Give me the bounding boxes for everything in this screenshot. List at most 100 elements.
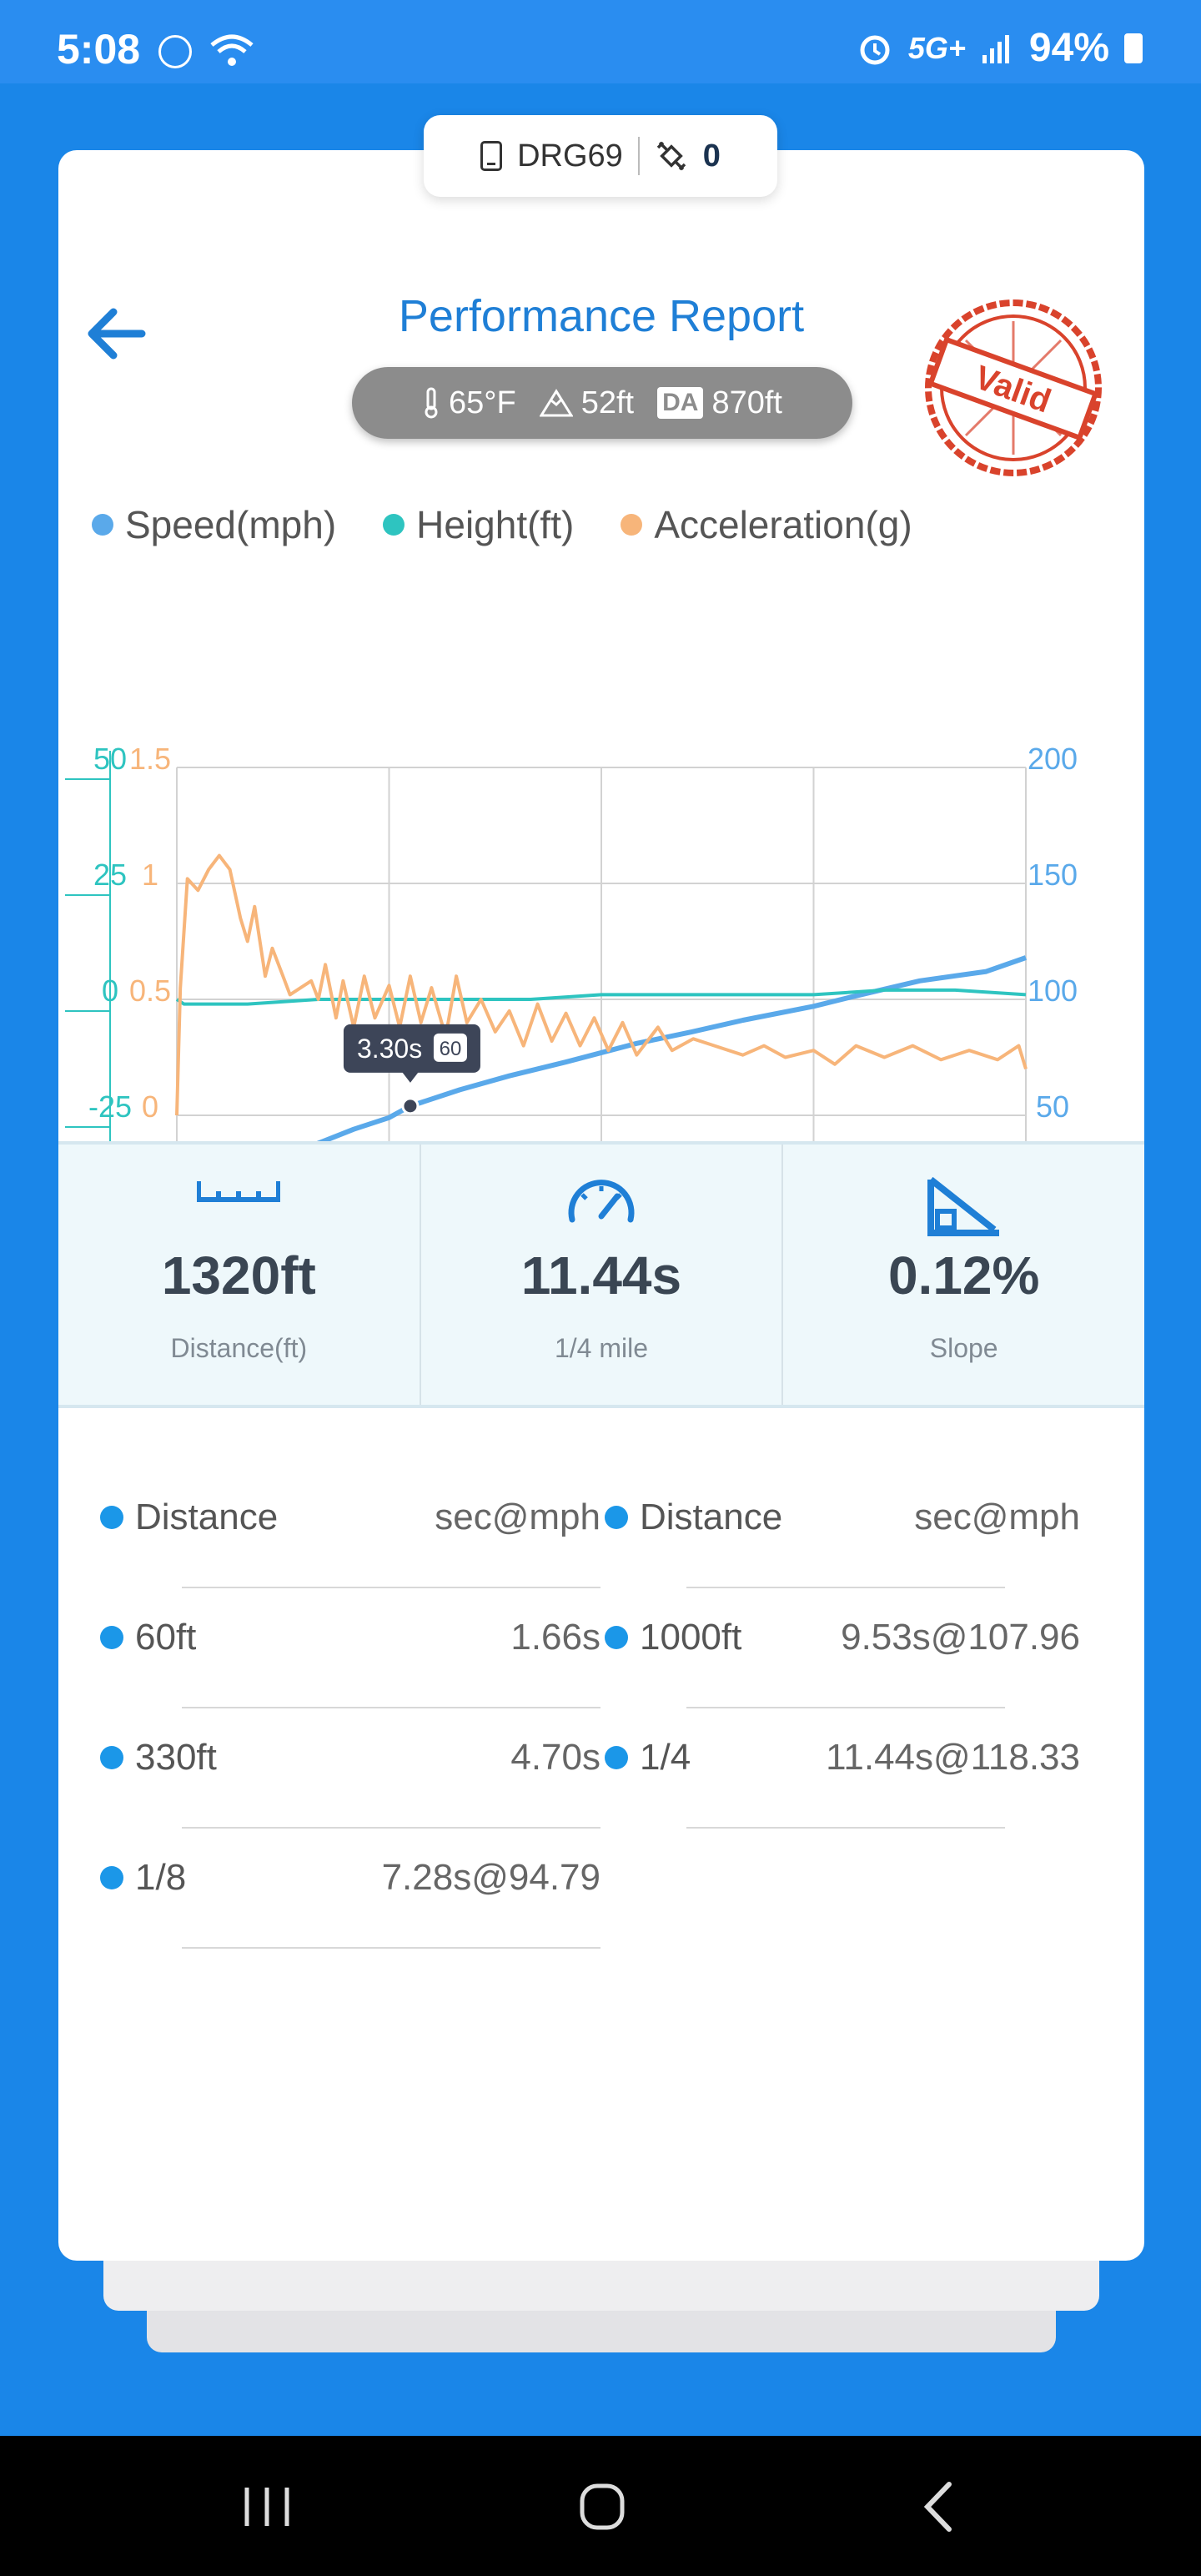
table-row: 1000ft 9.53s@107.96 (605, 1588, 1080, 1708)
tooltip-speed: 60 (440, 1038, 462, 1060)
splits-header-value: sec@mph (435, 1497, 600, 1537)
splits-header-label: Distance (100, 1497, 278, 1538)
splits-column-left: Distance sec@mph 60ft 1.66s 330ft 4.70s … (100, 1468, 600, 1949)
tooltip-time: 3.30s (357, 1034, 422, 1064)
alarm-icon (860, 35, 890, 64)
slope-icon (927, 1176, 999, 1236)
split-value: 9.53s@107.96 (841, 1617, 1080, 1658)
stat-slope-value: 0.12% (887, 1245, 1040, 1306)
splits-header-value: sec@mph (914, 1497, 1080, 1537)
split-label: 60ft (100, 1617, 196, 1658)
series-line-height (175, 988, 1027, 1006)
speedometer-icon (568, 1180, 635, 1223)
device-icon (480, 141, 503, 171)
split-value: 4.70s (510, 1737, 600, 1778)
split-label-text: 60ft (135, 1617, 197, 1658)
battery-icon (1124, 33, 1143, 63)
splits-header-label: Distance (605, 1497, 782, 1538)
device-name: DRG69 (517, 138, 623, 174)
bullet-dot (100, 1746, 123, 1769)
split-label-text: 330ft (135, 1737, 217, 1778)
row-divider (182, 1587, 600, 1588)
stat-quarter-mile: 11.44s 1/4 mile (421, 1145, 784, 1405)
bullet-dot (100, 1626, 123, 1649)
acceleration-axis-tick: 1.5 (129, 742, 171, 776)
bullet-dot (100, 1506, 123, 1529)
stat-distance-label: Distance(ft) (170, 1333, 308, 1363)
table-row: 330ft 4.70s (100, 1708, 600, 1829)
series-line-acceleration (175, 853, 1028, 1116)
temperature-value: 65°F (449, 385, 516, 420)
conditions-pill: 65°F 52ft DA 870ft (352, 367, 852, 439)
chart-legend: Speed(mph) Height(ft) Acceleration(g) (92, 502, 912, 547)
bullet-dot (605, 1626, 628, 1649)
density-altitude-value: 870ft (711, 385, 782, 420)
satellite-count: 0 (702, 138, 721, 174)
acceleration-axis-tick: 0 (142, 1089, 158, 1124)
density-altitude-icon: DA (657, 387, 704, 419)
mountain-icon (539, 389, 573, 417)
ruler-icon (197, 1181, 281, 1202)
card-stack-shadow (103, 2252, 1099, 2311)
pill-divider (637, 137, 640, 175)
legend-item-acceleration[interactable]: Acceleration(g) (621, 502, 912, 547)
report-card: Performance Report 65°F 52ft DA 870ft (58, 150, 1144, 2261)
row-divider (686, 1707, 1005, 1708)
bullet-dot (605, 1506, 628, 1529)
stat-quarter-mile-label: 1/4 mile (554, 1333, 649, 1363)
app-notification-icon (158, 35, 192, 68)
split-label: 1/4 (605, 1737, 691, 1779)
row-divider (182, 1827, 600, 1829)
legend-item-speed[interactable]: Speed(mph) (92, 502, 336, 547)
header-distance-text: Distance (640, 1497, 783, 1537)
tooltip-point (401, 1097, 420, 1115)
row-divider (182, 1707, 600, 1708)
legend-dot-acceleration (621, 514, 643, 536)
back-arrow-icon[interactable] (75, 292, 158, 375)
speed-axis-tick: 150 (1028, 858, 1078, 892)
acceleration-axis-tick: 1 (142, 858, 158, 892)
recent-apps-icon[interactable] (225, 2469, 309, 2544)
split-label: 1/8 (100, 1857, 186, 1899)
split-value: 11.44s@118.33 (826, 1737, 1080, 1778)
legend-dot-height (383, 514, 405, 536)
table-row: 60ft 1.66s (100, 1588, 600, 1708)
thermometer-icon (425, 387, 438, 419)
satellite-icon (656, 141, 686, 171)
signal-icon (982, 34, 1009, 63)
system-nav-bar (0, 2436, 1201, 2576)
stat-slope-label: Slope (929, 1333, 998, 1363)
legend-item-height[interactable]: Height(ft) (383, 502, 574, 547)
split-label: 1000ft (605, 1617, 741, 1658)
speed-axis-tick: 200 (1028, 742, 1078, 776)
valid-stamp: Valid (925, 299, 1102, 476)
page-title: Performance Report (398, 291, 805, 341)
summary-stats: 1320ft Distance(ft) 11.44s 1/4 mile 0.12… (58, 1141, 1144, 1408)
tooltip-pointer (401, 1071, 419, 1083)
legend-dot-speed (92, 514, 113, 536)
battery-percent: 94% (1028, 26, 1109, 70)
network-type: 5G+ (907, 30, 966, 65)
speed-axis-tick: 100 (1028, 974, 1078, 1008)
row-divider (686, 1587, 1005, 1588)
back-nav-icon[interactable] (897, 2469, 981, 2544)
stat-quarter-mile-value: 11.44s (520, 1245, 682, 1306)
stat-distance-value: 1320ft (161, 1245, 316, 1306)
table-row: 1/4 11.44s@118.33 (605, 1708, 1080, 1829)
bullet-dot (100, 1866, 123, 1889)
status-bar: 5:08 5G+ 94% (0, 0, 1201, 83)
acceleration-axis-tick: 0.5 (129, 974, 171, 1008)
legend-label-speed: Speed(mph) (125, 503, 337, 546)
split-label: 330ft (100, 1737, 217, 1779)
status-time: 5:08 (57, 26, 141, 73)
row-divider (686, 1827, 1005, 1829)
splits-column-right: Distance sec@mph 1000ft 9.53s@107.96 1/4… (605, 1468, 1080, 1829)
stat-distance: 1320ft Distance(ft) (58, 1145, 421, 1405)
device-selector[interactable]: DRG69 0 (424, 115, 777, 197)
legend-label-acceleration: Acceleration(g) (654, 503, 912, 546)
header-distance-text: Distance (135, 1497, 279, 1537)
split-value: 1.66s (510, 1617, 600, 1658)
split-label-text: 1000ft (640, 1617, 742, 1658)
bullet-dot (605, 1746, 628, 1769)
home-icon[interactable] (560, 2469, 644, 2544)
